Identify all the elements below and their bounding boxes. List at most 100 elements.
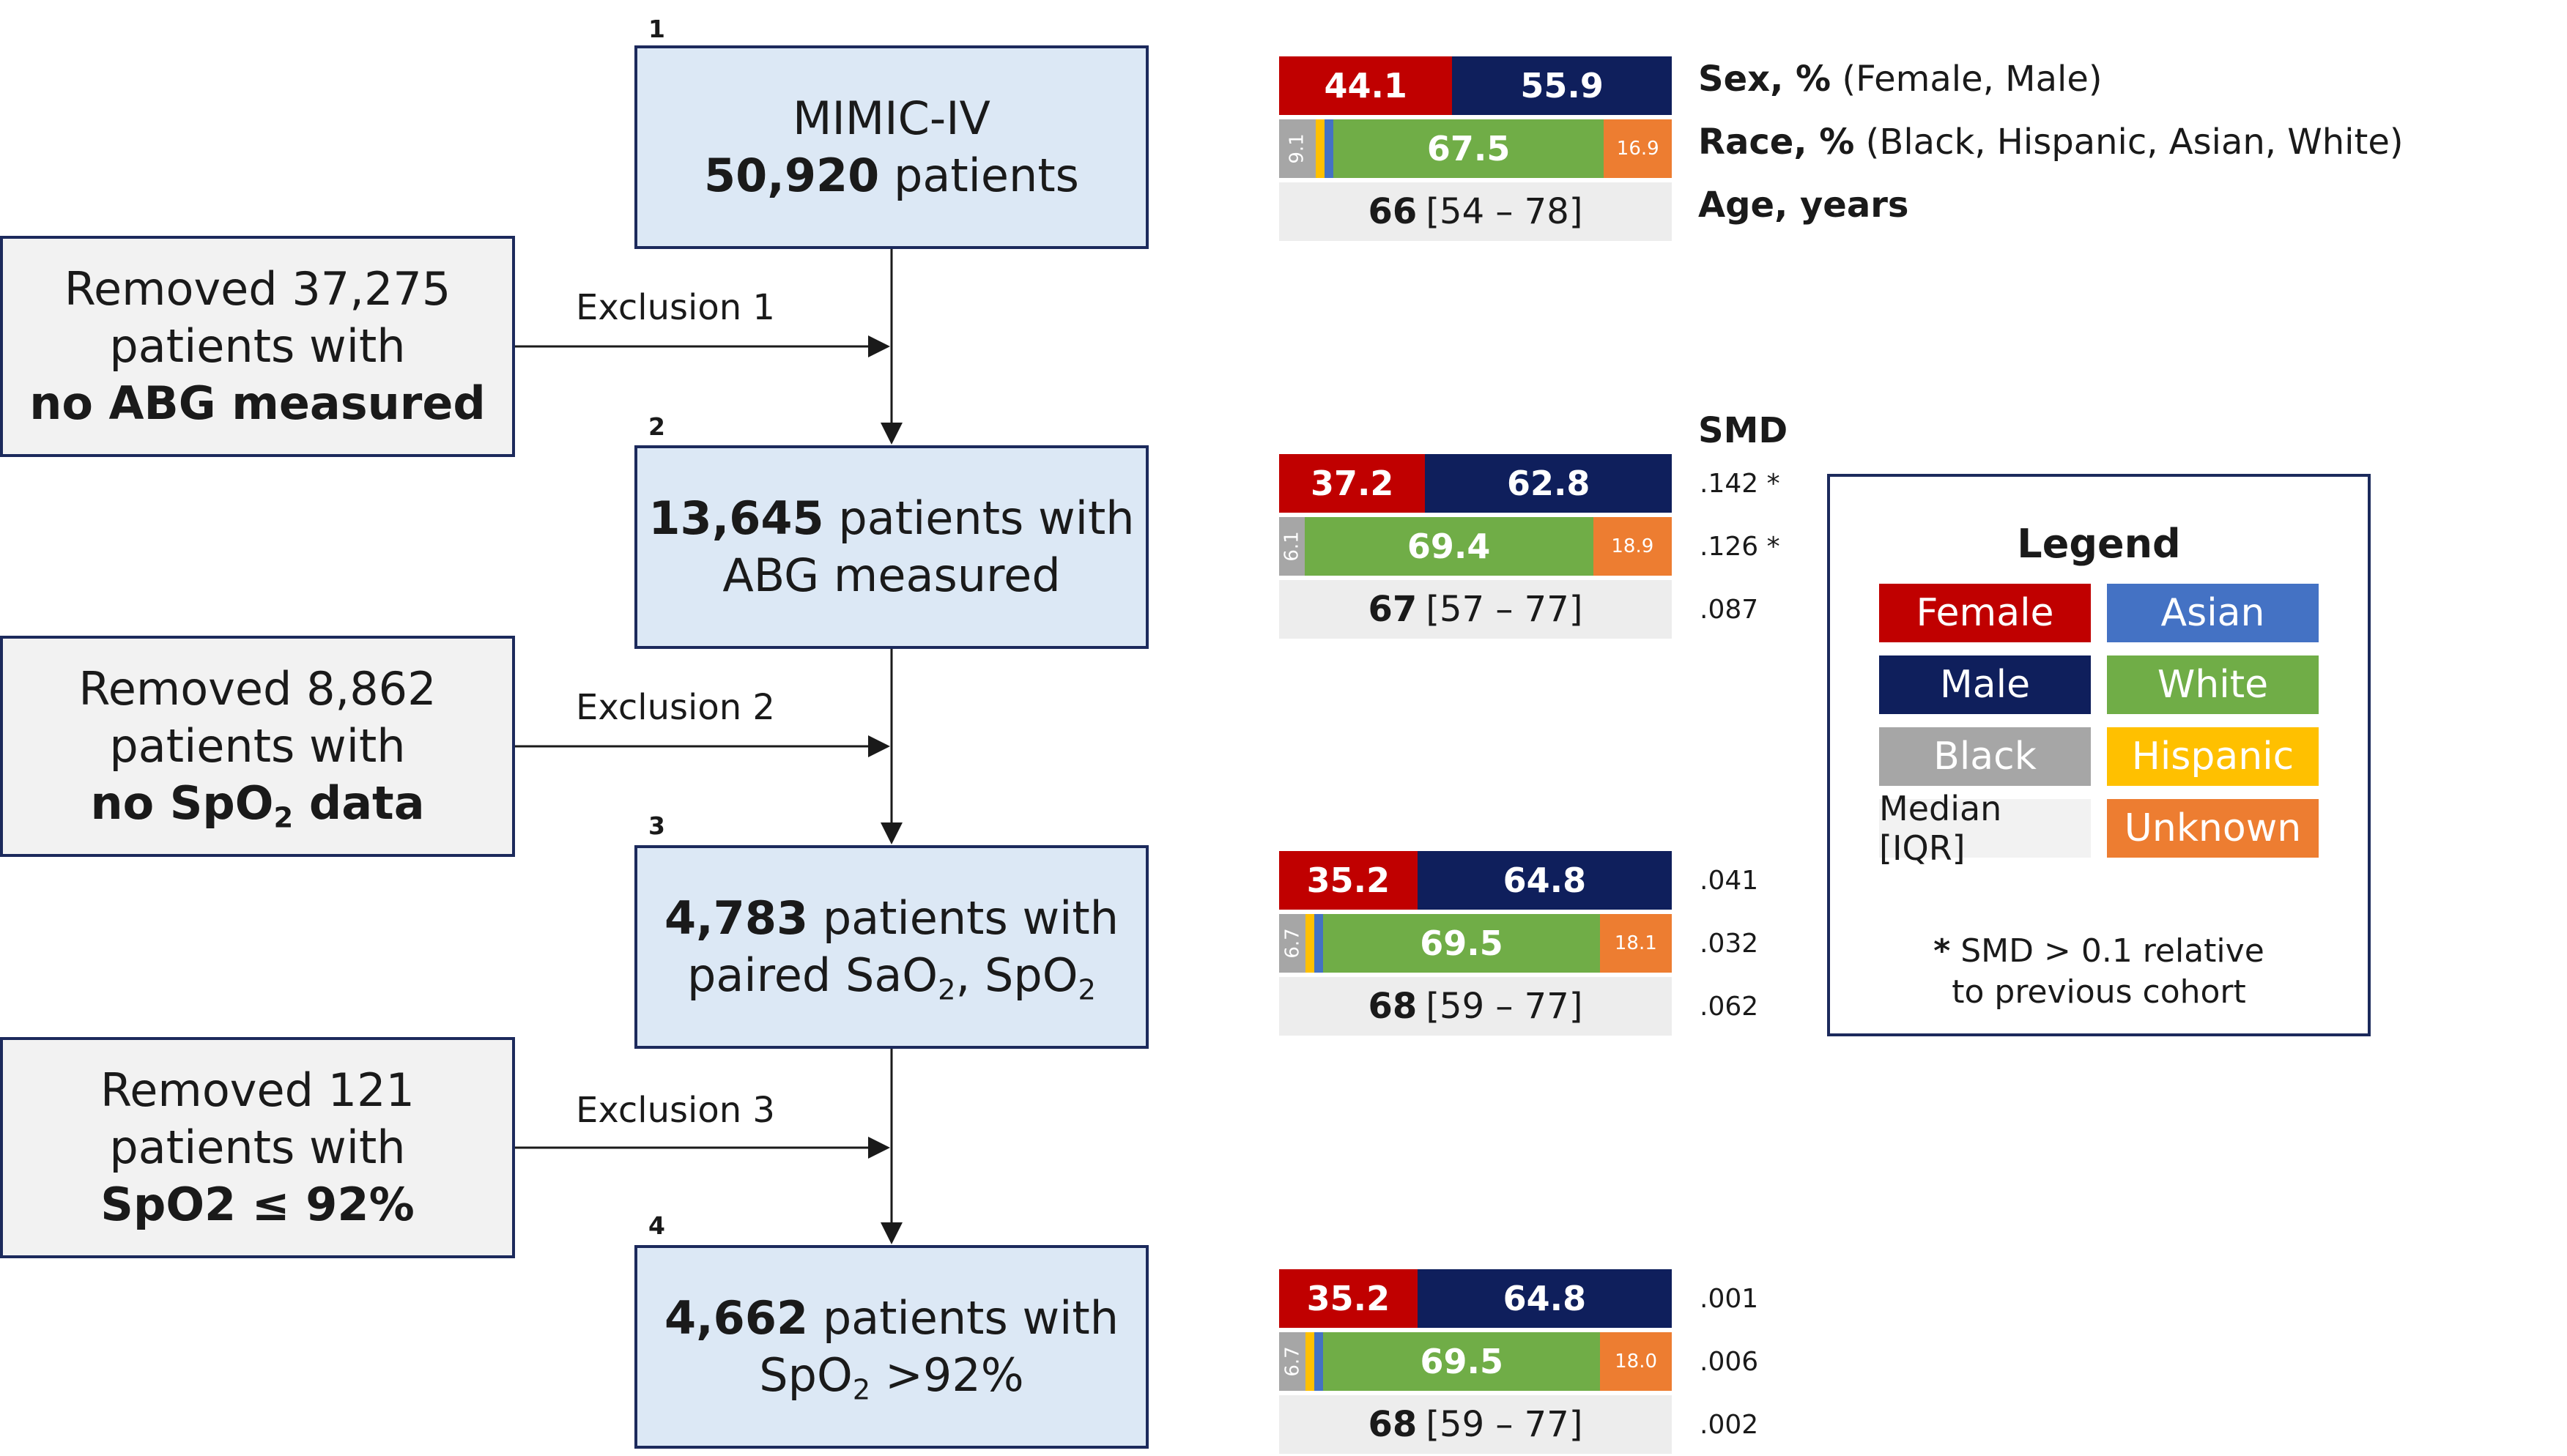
count-value: 4,662 bbox=[664, 1291, 809, 1345]
count-suffix: patients with bbox=[823, 491, 1135, 545]
legend-note: * SMD > 0.1 relative to previous cohort bbox=[1830, 931, 2368, 1013]
row-label-rest: (Black, Hispanic, Asian, White) bbox=[1854, 122, 2404, 163]
age-median: 68 bbox=[1368, 986, 1418, 1027]
age-median-iqr: 67 [57 – 77] bbox=[1279, 580, 1672, 639]
race-bar-black: 6.7 bbox=[1279, 914, 1306, 973]
cohort-box-1: MIMIC-IV 50,920 patients bbox=[634, 45, 1149, 249]
cohort-box-1-count: 50,920 patients bbox=[704, 147, 1079, 204]
smd-race: .126 * bbox=[1700, 532, 1780, 562]
row-label-bold: Sex, % bbox=[1698, 59, 1831, 100]
race-bar-black: 9.1 bbox=[1279, 119, 1316, 178]
cohort-box-4-line1: 4,662 patients with bbox=[664, 1290, 1119, 1347]
legend-note-star: * bbox=[1933, 932, 1951, 970]
race-bar-white: 69.4 bbox=[1304, 517, 1593, 576]
sex-bar-female: 44.1 bbox=[1279, 56, 1453, 115]
step-number-1: 1 bbox=[648, 15, 665, 43]
race-bar-asian bbox=[1314, 1332, 1324, 1391]
cohort-box-4: 4,662 patients with SpO2 >92% bbox=[634, 1245, 1149, 1449]
legend-title: Legend bbox=[2017, 521, 2181, 567]
race-bar-unknown: 18.9 bbox=[1593, 517, 1672, 576]
subscript: 2 bbox=[273, 801, 294, 835]
race-bar-black: 6.7 bbox=[1279, 1332, 1306, 1391]
row-label-rest: (Female, Male) bbox=[1831, 59, 2103, 100]
age-iqr: [59 – 77] bbox=[1426, 1404, 1583, 1445]
legend: Legend Female Asian Male White Black His… bbox=[1827, 474, 2371, 1036]
smd-sex: .041 bbox=[1700, 866, 1759, 896]
cohort-box-1-title: MIMIC-IV bbox=[793, 92, 990, 145]
race-bar-asian bbox=[1314, 914, 1324, 973]
exclusion-2-line1: Removed 8,862 bbox=[78, 662, 437, 716]
exclusion-2-line2: patients with bbox=[109, 719, 406, 773]
smd-header: SMD bbox=[1698, 410, 1788, 451]
legend-white: White bbox=[2107, 655, 2319, 714]
subscript: 2 bbox=[1078, 973, 1096, 1007]
exclusion-3-reason: SpO2 ≤ 92% bbox=[100, 1178, 415, 1231]
race-bar-black: 6.1 bbox=[1279, 517, 1305, 576]
legend-hispanic: Hispanic bbox=[2107, 727, 2319, 786]
smd-age: .087 bbox=[1700, 595, 1759, 625]
race-bar-white: 69.5 bbox=[1323, 914, 1600, 973]
text: , SpO bbox=[955, 948, 1078, 1002]
sex-bar-female: 35.2 bbox=[1279, 1269, 1418, 1328]
age-iqr: [57 – 77] bbox=[1426, 589, 1583, 630]
row-label-age: Age, years bbox=[1698, 185, 1909, 226]
race-bar-hispanic bbox=[1305, 914, 1315, 973]
legend-median-iqr: Median [IQR] bbox=[1879, 789, 2091, 868]
step-number-2: 2 bbox=[648, 412, 665, 441]
row-label-sex: Sex, % (Female, Male) bbox=[1698, 59, 2103, 100]
race-bar-hispanic bbox=[1315, 119, 1325, 178]
cohort-box-2: 13,645 patients with ABG measured bbox=[634, 445, 1149, 649]
count-value: 50,920 bbox=[704, 149, 880, 202]
cohort-box-2-line1: 13,645 patients with bbox=[648, 490, 1134, 547]
step-number-3: 3 bbox=[648, 811, 665, 840]
subscript: 2 bbox=[852, 1373, 871, 1407]
cohort-box-2-line2: ABG measured bbox=[722, 549, 1061, 602]
exclusion-1-line2: patients with bbox=[109, 319, 406, 373]
age-median-iqr: 66 [54 – 78] bbox=[1279, 182, 1672, 241]
race-bar-white: 67.5 bbox=[1333, 119, 1604, 178]
sex-bar-female: 37.2 bbox=[1279, 454, 1426, 513]
sex-bar-male: 55.9 bbox=[1452, 56, 1672, 115]
exclusion-label-2: Exclusion 2 bbox=[576, 687, 775, 728]
text: SpO bbox=[759, 1348, 853, 1402]
age-median: 68 bbox=[1368, 1404, 1418, 1445]
race-bar-white: 69.5 bbox=[1323, 1332, 1601, 1391]
cohort-box-3: 4,783 patients with paired SaO2, SpO2 bbox=[634, 845, 1149, 1049]
sex-bar-male: 62.8 bbox=[1425, 454, 1672, 513]
count-suffix: patients bbox=[879, 149, 1079, 202]
sex-bar-male: 64.8 bbox=[1417, 851, 1672, 910]
text: no SpO bbox=[90, 776, 274, 830]
subscript: 2 bbox=[938, 973, 956, 1007]
count-value: 13,645 bbox=[648, 491, 824, 545]
legend-male: Male bbox=[1879, 655, 2091, 714]
legend-note-line2: to previous cohort bbox=[1952, 973, 2246, 1011]
exclusion-1-reason: no ABG measured bbox=[29, 376, 486, 430]
row-label-bold: Race, % bbox=[1698, 122, 1855, 163]
age-iqr: [59 – 77] bbox=[1426, 986, 1583, 1027]
race-bar-asian bbox=[1324, 119, 1333, 178]
count-value: 4,783 bbox=[664, 891, 809, 945]
count-suffix: patients with bbox=[808, 1291, 1119, 1345]
exclusion-box-1: Removed 37,275 patients with no ABG meas… bbox=[0, 236, 515, 457]
sex-bar-male: 64.8 bbox=[1417, 1269, 1672, 1328]
cohort-box-3-line1: 4,783 patients with bbox=[664, 890, 1119, 947]
step-number-4: 4 bbox=[648, 1211, 665, 1240]
age-median-iqr: 68 [59 – 77] bbox=[1279, 1395, 1672, 1454]
smd-age: .002 bbox=[1700, 1410, 1759, 1440]
legend-female: Female bbox=[1879, 584, 2091, 642]
legend-unknown: Unknown bbox=[2107, 799, 2319, 858]
race-bar-unknown: 18.1 bbox=[1599, 914, 1672, 973]
sex-bar-female: 35.2 bbox=[1279, 851, 1418, 910]
text: >92% bbox=[870, 1348, 1024, 1402]
cohort-box-3-line2: paired SaO2, SpO2 bbox=[687, 947, 1096, 1004]
exclusion-2-reason: no SpO2 data bbox=[90, 775, 424, 832]
legend-note-line1: * SMD > 0.1 relative bbox=[1830, 931, 2368, 972]
race-bar-unknown: 18.0 bbox=[1600, 1332, 1672, 1391]
smd-race: .006 bbox=[1700, 1347, 1759, 1377]
exclusion-label-3: Exclusion 3 bbox=[576, 1090, 775, 1131]
age-median: 66 bbox=[1368, 191, 1418, 232]
smd-age: .062 bbox=[1700, 992, 1759, 1022]
exclusion-1-line1: Removed 37,275 bbox=[64, 262, 451, 316]
text: data bbox=[293, 776, 425, 830]
